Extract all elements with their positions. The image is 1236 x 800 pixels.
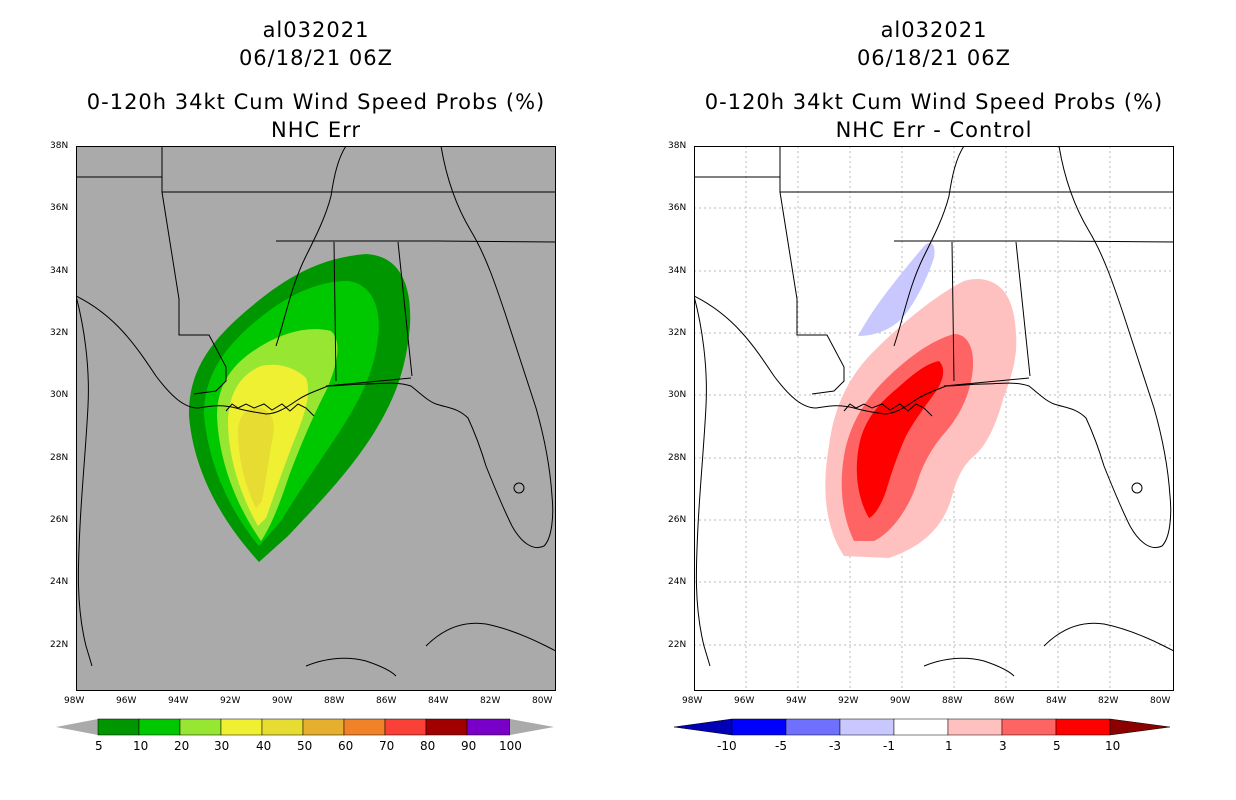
left-lon-label: 98W	[64, 696, 85, 706]
right-lat-label: 38N	[668, 141, 687, 151]
left-colorbar-label: 50	[297, 739, 313, 753]
left-lon-label: 84W	[428, 696, 449, 706]
left-colorbar-label: 100	[499, 739, 522, 753]
left-lat-label: 36N	[50, 203, 69, 213]
left-lon-label: 94W	[168, 696, 189, 706]
left-lat-label: 26N	[50, 515, 69, 525]
right-lon-label: 82W	[1098, 696, 1119, 706]
left-lat-label: 34N	[50, 266, 69, 276]
right-colorbar-label: 3	[999, 739, 1007, 753]
left-colorbar-over-arrow	[510, 719, 554, 735]
right-colorbar-under-arrow	[674, 718, 733, 736]
left-colorbar-swatch	[343, 718, 386, 736]
right-lat-label: 24N	[668, 577, 687, 587]
right-title-subtitle: NHC Err - Control	[835, 118, 1033, 142]
left-colorbar-swatch	[466, 718, 511, 736]
right-colorbar-swatch	[839, 718, 895, 736]
right-colorbar	[674, 718, 1171, 736]
right-title-product: 0-120h 34kt Cum Wind Speed Probs (%)	[704, 90, 1164, 114]
left-lat-label: 38N	[50, 141, 69, 151]
left-colorbar-label: 30	[214, 739, 230, 753]
left-colorbar-label: 90	[461, 739, 477, 753]
left-shade-40pct	[238, 407, 274, 508]
right-colorbar-swatch	[1055, 718, 1111, 736]
right-shade-pos5	[856, 361, 944, 518]
left-colorbar-label: 5	[95, 739, 103, 753]
left-lon-label: 82W	[480, 696, 501, 706]
left-lon-label: 92W	[220, 696, 241, 706]
right-shade-neg1	[858, 242, 935, 336]
left-colorbar	[56, 718, 554, 736]
right-title-datetime: 06/18/21 06Z	[856, 46, 1012, 70]
right-lon-label: 84W	[1046, 696, 1067, 706]
left-colorbar-swatch	[261, 718, 304, 736]
right-lon-label: 86W	[994, 696, 1015, 706]
left-colorbar-swatch	[220, 718, 263, 736]
right-colorbar-label: -5	[775, 739, 787, 753]
right-colorbar-label: 10	[1105, 739, 1121, 753]
left-title-product: 0-120h 34kt Cum Wind Speed Probs (%)	[86, 90, 546, 114]
left-title-datetime: 06/18/21 06Z	[238, 46, 394, 70]
right-colorbar-swatch	[785, 718, 841, 736]
left-map-outlines	[76, 146, 556, 677]
right-colorbar-label: -3	[829, 739, 841, 753]
left-lat-label: 24N	[50, 577, 69, 587]
left-lon-label: 90W	[272, 696, 293, 706]
right-lat-label: 30N	[668, 390, 687, 400]
right-colorbar-label: 5	[1053, 739, 1061, 753]
right-lat-label: 34N	[668, 266, 687, 276]
right-lon-label: 96W	[734, 696, 755, 706]
left-lon-label: 88W	[324, 696, 345, 706]
left-colorbar-swatch	[179, 718, 222, 736]
left-colorbar-label: 40	[256, 739, 272, 753]
left-colorbar-label: 80	[420, 739, 436, 753]
left-probability-map	[76, 146, 556, 691]
right-lon-label: 98W	[682, 696, 703, 706]
right-lat-label: 26N	[668, 515, 687, 525]
right-title-storm-id: al032021	[880, 18, 988, 42]
right-difference-map	[694, 146, 1174, 691]
left-lon-label: 86W	[376, 696, 397, 706]
left-colorbar-label: 60	[338, 739, 354, 753]
left-lat-label: 32N	[50, 328, 69, 338]
left-colorbar-swatch	[138, 718, 181, 736]
left-lat-label: 28N	[50, 453, 69, 463]
left-lat-label: 22N	[50, 640, 69, 650]
right-lon-label: 90W	[890, 696, 911, 706]
right-lon-label: 92W	[838, 696, 859, 706]
left-colorbar-swatch	[97, 718, 140, 736]
right-lon-label: 88W	[942, 696, 963, 706]
right-colorbar-swatch	[893, 718, 949, 736]
right-lat-label: 36N	[668, 203, 687, 213]
right-lat-label: 28N	[668, 453, 687, 463]
right-colorbar-swatch	[731, 718, 787, 736]
left-colorbar-label: 20	[174, 739, 190, 753]
left-colorbar-label: 70	[379, 739, 395, 753]
right-colorbar-label: 1	[945, 739, 953, 753]
right-colorbar-swatch	[947, 718, 1003, 736]
right-colorbar-label: -1	[883, 739, 895, 753]
right-map-outlines	[694, 146, 1174, 677]
right-lon-label: 80W	[1150, 696, 1171, 706]
left-map-frame	[76, 146, 556, 691]
left-colorbar-label: 10	[133, 739, 149, 753]
right-lat-label: 32N	[668, 328, 687, 338]
left-title-subtitle: NHC Err	[270, 118, 361, 142]
right-colorbar-swatch	[1001, 718, 1057, 736]
right-colorbar-label: -10	[717, 739, 737, 753]
left-colorbar-swatch	[425, 718, 468, 736]
left-lon-label: 80W	[532, 696, 553, 706]
right-lon-label: 94W	[786, 696, 807, 706]
left-lat-label: 30N	[50, 390, 69, 400]
left-colorbar-under-arrow	[56, 719, 98, 735]
left-colorbar-swatch	[302, 718, 345, 736]
right-lat-label: 22N	[668, 640, 687, 650]
left-colorbar-swatch	[384, 718, 427, 736]
left-lon-label: 96W	[116, 696, 137, 706]
right-colorbar-over-arrow	[1109, 718, 1171, 736]
left-title-storm-id: al032021	[262, 18, 370, 42]
right-map-frame	[694, 146, 1174, 691]
